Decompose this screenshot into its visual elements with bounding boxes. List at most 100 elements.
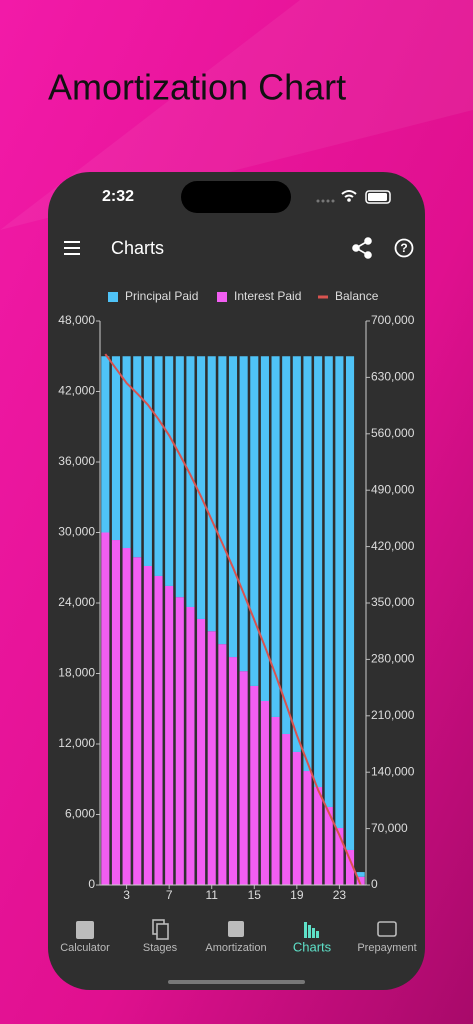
bar — [122, 356, 131, 549]
x-tick-label: 15 — [248, 888, 262, 902]
help-icon[interactable]: ? — [394, 238, 414, 258]
bar — [101, 532, 110, 885]
y-tick-label: 6,000 — [65, 807, 95, 821]
bar — [186, 606, 195, 885]
bar — [314, 356, 323, 788]
bar — [271, 716, 280, 885]
nav-icon — [312, 928, 315, 938]
y2-tick-label: 350,000 — [371, 595, 415, 609]
y2-tick-label: 0 — [371, 877, 378, 891]
menu-icon[interactable] — [64, 241, 80, 255]
legend-swatch — [217, 292, 227, 302]
bar — [228, 657, 238, 885]
bar — [356, 872, 365, 877]
x-tick-label: 19 — [290, 888, 304, 902]
bar — [111, 356, 121, 541]
bar — [345, 849, 355, 885]
nav-icon — [304, 922, 307, 938]
nav-icon — [76, 921, 94, 939]
bar — [197, 356, 206, 619]
bar — [143, 356, 152, 566]
bar — [292, 356, 301, 752]
x-tick-label: 3 — [123, 888, 130, 902]
bar — [175, 597, 184, 885]
bar — [133, 356, 142, 558]
header-title: Amortization Chart — [48, 67, 346, 108]
y2-tick-label: 490,000 — [371, 482, 415, 496]
nav-icon — [228, 921, 244, 937]
nav-icon — [156, 923, 169, 940]
bar — [335, 828, 344, 885]
y2-tick-label: 140,000 — [371, 764, 415, 778]
nav-label: Calculator — [60, 942, 110, 954]
bar — [133, 557, 142, 885]
nav-item[interactable]: Charts — [293, 922, 332, 954]
y-tick-label: 12,000 — [58, 736, 95, 750]
y-tick-label: 30,000 — [58, 525, 95, 539]
bar — [303, 356, 312, 772]
nav-icon — [308, 925, 311, 938]
bar — [239, 356, 248, 672]
y-tick-label: 18,000 — [58, 666, 95, 680]
y2-tick-label: 280,000 — [371, 652, 415, 666]
legend-swatch — [108, 292, 118, 302]
bar — [165, 356, 174, 586]
nav-item[interactable]: Calculator — [60, 921, 110, 954]
x-tick-label: 7 — [166, 888, 173, 902]
bar — [324, 356, 333, 807]
bar — [250, 685, 259, 885]
bar — [175, 356, 184, 598]
bar — [282, 734, 291, 885]
bar — [271, 356, 280, 717]
bottom-nav: Calculator Stages Amortization Charts Prepay… — [60, 919, 417, 954]
share-icon[interactable] — [352, 237, 372, 259]
y-tick-label: 42,000 — [58, 384, 95, 398]
status-icons — [316, 190, 391, 204]
x-tick-label: 23 — [333, 888, 347, 902]
y-tick-label: 0 — [88, 877, 95, 891]
bar — [101, 356, 110, 533]
nav-item[interactable]: Amortization — [205, 921, 267, 954]
nav-item[interactable]: Stages — [143, 919, 178, 954]
app-bar-title: Charts — [111, 238, 164, 258]
bar — [335, 356, 344, 829]
bar — [260, 356, 269, 701]
bar — [282, 356, 291, 735]
bar — [345, 356, 355, 850]
legend-label: Balance — [335, 289, 379, 303]
nav-label: Amortization — [205, 942, 266, 954]
bar — [314, 787, 323, 885]
bar — [197, 618, 206, 885]
bar — [122, 548, 131, 885]
bar — [218, 356, 227, 645]
legend-label: Principal Paid — [125, 289, 198, 303]
bar — [250, 356, 259, 686]
bar — [186, 356, 195, 607]
bar — [292, 751, 301, 885]
y2-tick-label: 420,000 — [371, 539, 415, 553]
bar — [207, 631, 216, 885]
status-time: 2:32 — [102, 188, 134, 205]
bar — [239, 671, 248, 885]
x-tick-label: 11 — [205, 888, 218, 902]
balance-line — [104, 353, 362, 886]
y2-tick-label: 630,000 — [371, 370, 415, 384]
y2-tick-label: 560,000 — [371, 426, 415, 440]
nav-label: Prepayment — [357, 942, 416, 954]
bar — [303, 771, 312, 885]
bar — [154, 356, 163, 576]
bar — [165, 585, 174, 885]
dynamic-island — [181, 181, 291, 213]
bar — [143, 565, 152, 885]
bar — [260, 700, 269, 885]
y2-tick-label: 210,000 — [371, 708, 415, 722]
bar — [207, 356, 216, 632]
nav-item[interactable]: Prepayment — [357, 921, 417, 954]
bar — [324, 806, 333, 885]
bar — [356, 876, 365, 885]
legend-label: Interest Paid — [234, 289, 301, 303]
nav-icon — [316, 931, 319, 938]
y-tick-label: 36,000 — [58, 454, 95, 468]
